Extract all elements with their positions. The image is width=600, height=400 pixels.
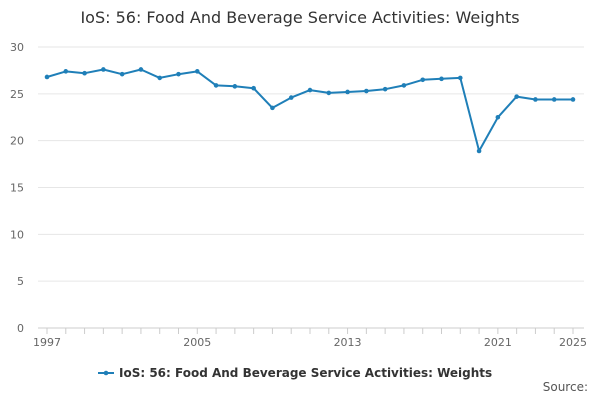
y-tick-label: 5 [17,275,24,288]
data-point [119,71,125,77]
data-point [514,94,519,99]
data-point [439,76,444,82]
data-point [288,95,294,100]
data-point [307,87,313,93]
data-point [63,69,69,74]
x-tick-label: 2025 [559,336,587,349]
data-point [82,70,87,76]
data-point [194,69,200,74]
legend-marker-icon [103,370,109,376]
y-tick-label: 30 [10,41,24,54]
data-point [101,67,106,72]
data-point [270,105,275,111]
source-label: Source: [542,380,588,394]
data-point [533,97,538,102]
data-point [44,74,50,80]
y-tick-label: 0 [17,322,24,335]
data-point [176,71,181,77]
data-point [551,97,557,102]
chart-title: IoS: 56: Food And Beverage Service Activ… [80,8,520,27]
x-tick-label: 2013 [334,336,362,349]
legend-label: IoS: 56: Food And Beverage Service Activ… [119,366,492,380]
x-tick-label: 2021 [484,336,512,349]
data-point [364,88,369,94]
data-point [232,84,238,89]
y-tick-label: 10 [10,228,24,241]
data-point [138,67,144,72]
data-point [157,75,163,81]
data-point [382,86,388,92]
data-point [457,75,463,81]
data-point [495,114,501,120]
data-point [213,83,219,88]
x-tick-label: 1997 [33,336,61,349]
data-point [401,83,407,88]
data-point [476,148,482,154]
x-tick-label: 2005 [183,336,211,349]
y-tick-label: 15 [10,182,24,195]
data-point [326,90,332,96]
y-tick-label: 25 [10,88,24,101]
data-point [251,85,256,91]
data-point [345,89,350,95]
data-point [570,97,576,102]
y-tick-label: 20 [10,135,24,148]
series-line [46,68,573,152]
data-point [420,77,426,83]
